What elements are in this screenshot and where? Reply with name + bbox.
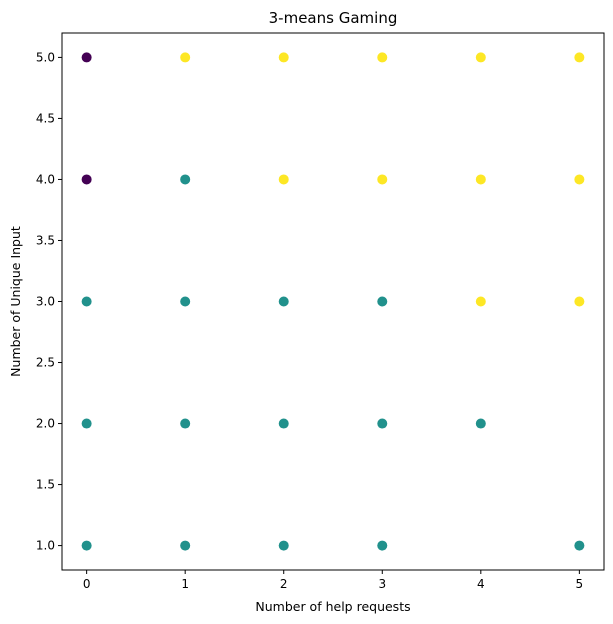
scatter-point-cluster-1 bbox=[180, 418, 191, 429]
scatter-point-cluster-1 bbox=[180, 540, 191, 551]
x-tick-label: 0 bbox=[83, 577, 91, 591]
scatter-point-cluster-2 bbox=[278, 174, 289, 185]
x-axis-label: Number of help requests bbox=[255, 599, 410, 614]
scatter-point-cluster-1 bbox=[278, 418, 289, 429]
scatter-point-cluster-2 bbox=[475, 296, 486, 307]
x-tick-label: 3 bbox=[378, 577, 386, 591]
scatter-point-cluster-1 bbox=[377, 540, 388, 551]
y-axis: 1.0 1.5 2.0 2.5 3.0 3.5 4.0 4.5 5.0 bbox=[36, 50, 62, 553]
scatter-point-cluster-2 bbox=[180, 52, 191, 63]
y-tick-label: 3.0 bbox=[36, 295, 55, 309]
scatter-point-cluster-1 bbox=[278, 540, 289, 551]
y-tick-label: 4.5 bbox=[36, 111, 55, 125]
scatter-point-cluster-2 bbox=[574, 174, 585, 185]
plot-frame bbox=[61, 32, 605, 571]
scatter-point-cluster-2 bbox=[574, 296, 585, 307]
y-tick-label: 2.0 bbox=[36, 417, 55, 431]
y-axis-label: Number of Unique Input bbox=[8, 226, 23, 377]
y-tick-label: 5.0 bbox=[36, 50, 55, 64]
chart-title: 3-means Gaming bbox=[269, 9, 398, 27]
scatter-point-cluster-1 bbox=[180, 296, 191, 307]
scatter-point-cluster-2 bbox=[475, 174, 486, 185]
x-tick-label: 2 bbox=[280, 577, 288, 591]
scatter-point-cluster-2 bbox=[377, 174, 388, 185]
scatter-point-cluster-1 bbox=[377, 418, 388, 429]
y-tick-label: 2.5 bbox=[36, 356, 55, 370]
scatter-point-cluster-2 bbox=[574, 52, 585, 63]
scatter-point-cluster-1 bbox=[377, 296, 388, 307]
scatter-point-cluster-1 bbox=[475, 418, 486, 429]
scatter-point-cluster-0 bbox=[81, 52, 92, 63]
scatter-point-cluster-1 bbox=[81, 418, 92, 429]
x-tick-label: 5 bbox=[576, 577, 584, 591]
y-tick-label: 4.0 bbox=[36, 172, 55, 186]
scatter-point-cluster-1 bbox=[574, 540, 585, 551]
data-points bbox=[81, 52, 585, 551]
x-tick-label: 4 bbox=[477, 577, 485, 591]
scatter-point-cluster-1 bbox=[81, 296, 92, 307]
scatter-point-cluster-1 bbox=[278, 296, 289, 307]
scatter-point-cluster-1 bbox=[81, 540, 92, 551]
scatter-point-cluster-2 bbox=[377, 52, 388, 63]
scatter-point-cluster-1 bbox=[180, 174, 191, 185]
scatter-point-cluster-2 bbox=[278, 52, 289, 63]
y-tick-label: 3.5 bbox=[36, 233, 55, 247]
y-tick-label: 1.5 bbox=[36, 478, 55, 492]
scatter-point-cluster-2 bbox=[475, 52, 486, 63]
scatter-point-cluster-0 bbox=[81, 174, 92, 185]
x-axis: 0 1 2 3 4 5 bbox=[83, 570, 583, 591]
x-tick-label: 1 bbox=[181, 577, 189, 591]
y-tick-label: 1.0 bbox=[36, 539, 55, 553]
